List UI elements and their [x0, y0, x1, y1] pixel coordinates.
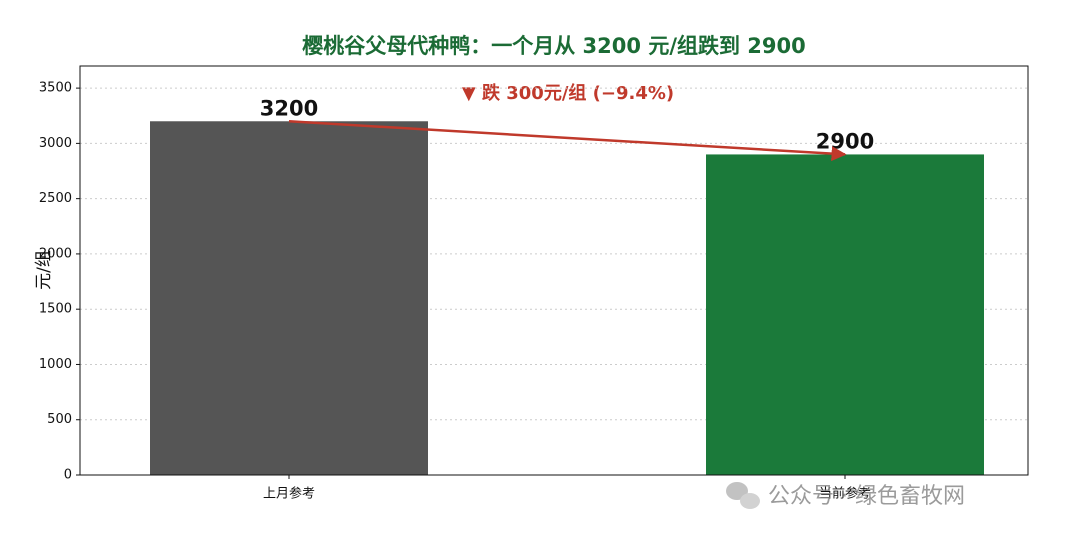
watermark-icon [726, 482, 760, 509]
y-tick-label: 2500 [39, 191, 72, 206]
y-tick-label: 3500 [39, 81, 72, 96]
value-label: 3200 [260, 96, 318, 120]
y-tick-label: 2000 [39, 246, 72, 261]
y-tick-label: 3000 [39, 136, 72, 151]
x-tick-label: 上月参考 [263, 486, 315, 502]
watermark: 公众号 · 绿色畜牧网 [768, 484, 965, 509]
y-tick-label: 1500 [39, 302, 72, 317]
change-arrow [288, 120, 847, 162]
bar [150, 121, 428, 476]
plot-frame [79, 65, 1029, 476]
y-axis-label: 元/组 [34, 250, 54, 290]
annotation: ▼ 跌 300元/组 (−9.4%) [462, 82, 674, 104]
bar [706, 154, 984, 475]
x-tick-label: 当前参考 [819, 486, 871, 502]
y-tick-label: 1000 [39, 357, 72, 372]
y-tick-label: 500 [47, 412, 72, 427]
y-tick-label: 0 [64, 468, 72, 483]
value-label: 2900 [816, 129, 874, 153]
chart-title: 樱桃谷父母代种鸭：一个月从 3200 元/组跌到 2900 [302, 34, 806, 58]
